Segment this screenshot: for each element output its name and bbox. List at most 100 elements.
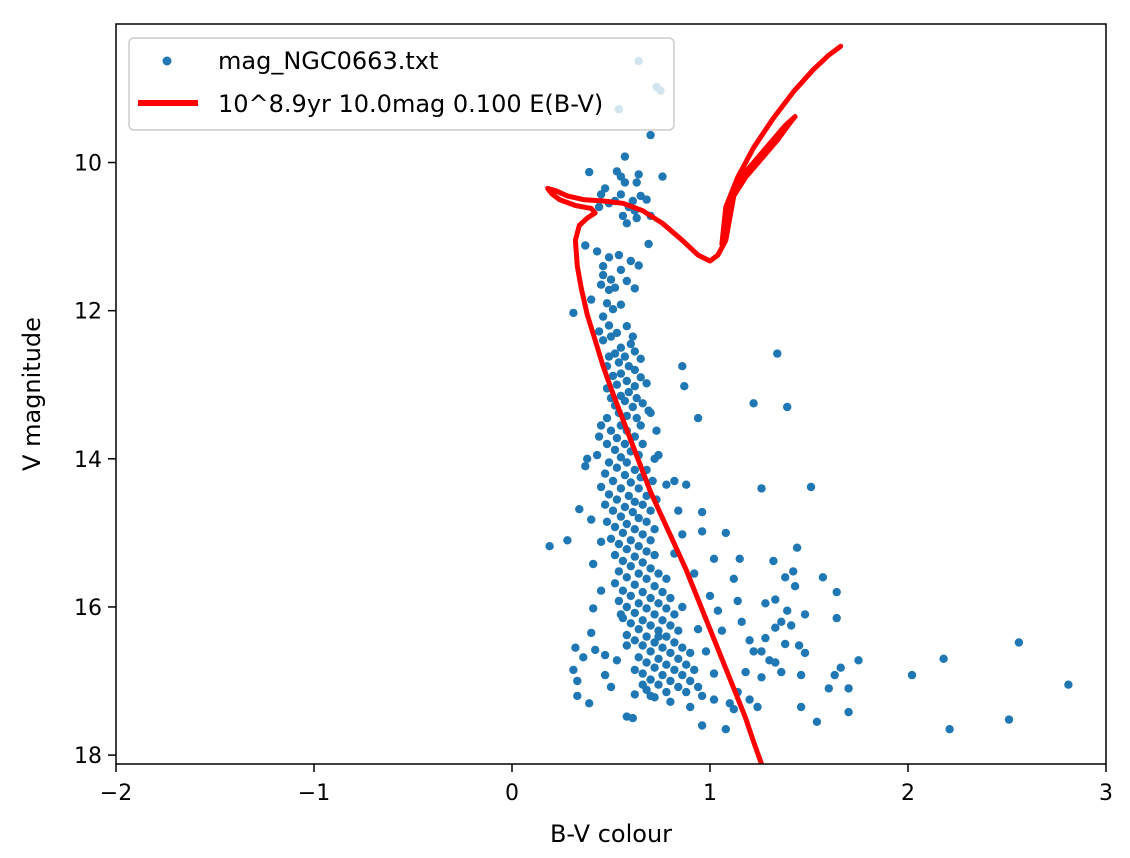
- scatter-point: [632, 413, 641, 423]
- scatter-point: [690, 569, 699, 578]
- x-tick-label: −2: [100, 781, 132, 806]
- x-tick-label: 2: [901, 781, 915, 806]
- scatter-point: [697, 507, 707, 517]
- x-tick-label: 0: [505, 781, 519, 806]
- scatter-point: [806, 482, 816, 492]
- y-tick-label: 16: [74, 596, 102, 621]
- scatter-point: [777, 617, 786, 626]
- scatter-point: [622, 322, 631, 331]
- scatter-point: [749, 647, 758, 656]
- scatter-point: [662, 604, 671, 613]
- scatter-point: [638, 439, 647, 449]
- scatter-point: [794, 641, 804, 650]
- scatter-point: [907, 670, 917, 680]
- series-layer: [545, 43, 1073, 764]
- scatter-point: [628, 402, 637, 412]
- scatter-point: [622, 376, 631, 386]
- scatter-point: [614, 250, 624, 260]
- scatter-point: [646, 621, 655, 630]
- scatter-point: [836, 663, 845, 672]
- scatter-point: [636, 421, 645, 430]
- scatter-point: [596, 421, 606, 430]
- scatter-point: [616, 265, 626, 275]
- scatter-point: [610, 522, 620, 532]
- scatter-point: [624, 491, 633, 501]
- scatter-point: [642, 379, 651, 388]
- scatter-point: [654, 680, 663, 689]
- scatter-point: [666, 648, 675, 658]
- scatter-point: [612, 656, 622, 665]
- scatter-point: [622, 519, 631, 529]
- scatter-point: [709, 695, 719, 704]
- scatter-point: [781, 639, 790, 649]
- scatter-point: [620, 396, 630, 406]
- scatter-point: [678, 643, 687, 652]
- scatter-point: [654, 654, 663, 663]
- scatter-point: [569, 665, 578, 675]
- scatter-point: [642, 604, 651, 613]
- scatter-point: [674, 506, 683, 515]
- scatter-point: [717, 626, 727, 635]
- scatter-point: [642, 632, 651, 641]
- scatter-point: [638, 399, 647, 408]
- scatter-point: [787, 621, 796, 630]
- scatter-point: [650, 550, 659, 560]
- scatter-point: [693, 625, 703, 634]
- scatter-point: [713, 606, 723, 615]
- scatter-point: [638, 616, 647, 625]
- scatter-point: [646, 536, 655, 545]
- scatter-point: [666, 676, 675, 686]
- scatter-point: [622, 630, 631, 640]
- scatter-point: [753, 702, 762, 712]
- scatter-point: [614, 358, 624, 367]
- scatter-point: [634, 484, 643, 493]
- scatter-point: [622, 545, 631, 554]
- scatter-point: [602, 439, 612, 449]
- scatter-point: [630, 465, 639, 475]
- scatter-point: [789, 567, 798, 576]
- scatter-point: [545, 542, 554, 551]
- y-axis-label: V magnitude: [18, 317, 46, 471]
- scatter-point: [626, 591, 635, 601]
- scatter-point: [646, 647, 655, 656]
- scatter-point: [680, 382, 689, 391]
- isochrone-line: [545, 43, 844, 764]
- scatter-point: [646, 691, 655, 701]
- scatter-point: [761, 599, 770, 608]
- scatter-point: [614, 539, 624, 549]
- scatter-point: [783, 606, 792, 615]
- scatter-point: [616, 190, 626, 199]
- scatter-point: [596, 586, 606, 595]
- scatter-point: [581, 462, 590, 471]
- scatter-point: [745, 695, 754, 704]
- scatter-point: [1014, 638, 1024, 647]
- scatter-point: [626, 536, 635, 545]
- scatter-point: [709, 554, 719, 563]
- scatter-point: [616, 369, 626, 378]
- scatter-point: [686, 648, 695, 658]
- scatter-point: [630, 365, 639, 375]
- scatter-point: [606, 682, 616, 692]
- scatter-point: [630, 580, 639, 589]
- scatter-point: [634, 569, 643, 578]
- scatter-point: [632, 178, 641, 187]
- scatter-point: [610, 550, 620, 560]
- scatter-point: [622, 458, 631, 467]
- scatter-point: [573, 691, 582, 701]
- scatter-point: [622, 602, 631, 612]
- scatter-point: [602, 299, 612, 308]
- scatter-point: [592, 247, 602, 256]
- scatter-point: [796, 702, 806, 712]
- scatter-point: [579, 653, 588, 662]
- scatter-point: [642, 195, 651, 204]
- scatter-point: [1004, 715, 1014, 724]
- scatter-point: [614, 567, 624, 576]
- scatter-point: [745, 636, 754, 645]
- scatter-point: [662, 632, 671, 641]
- scatter-point: [737, 617, 746, 626]
- scatter-point: [725, 699, 734, 708]
- scatter-point: [832, 613, 841, 623]
- scatter-point: [604, 458, 614, 467]
- scatter-point: [674, 654, 683, 663]
- scatter-point: [646, 130, 655, 140]
